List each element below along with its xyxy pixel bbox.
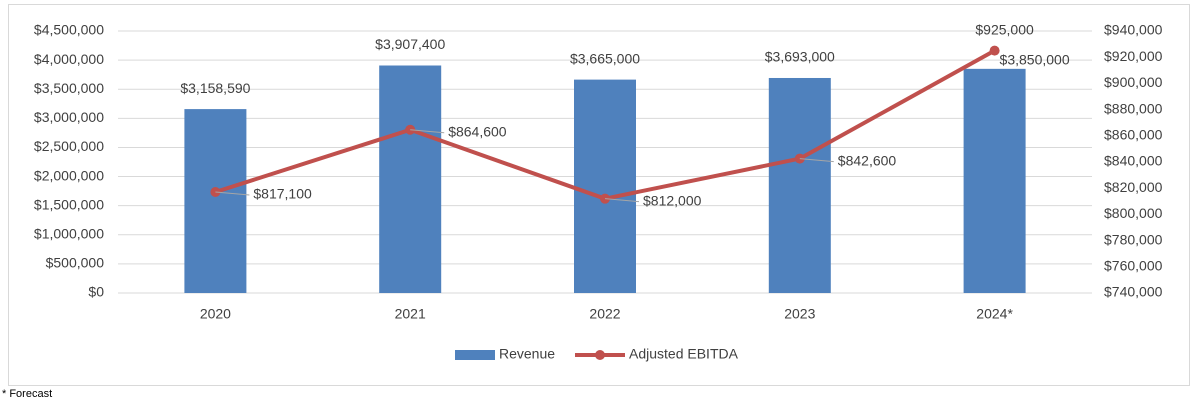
data-label: $3,850,000 bbox=[1000, 52, 1070, 68]
x-tick-label: 2024* bbox=[976, 306, 1013, 322]
data-label: $3,693,000 bbox=[765, 49, 835, 65]
y-tick-label: $1,500,000 bbox=[34, 196, 104, 212]
y2-tick-label: $860,000 bbox=[1104, 127, 1163, 143]
y2-tick-label: $900,000 bbox=[1104, 74, 1163, 90]
y-tick-label: $0 bbox=[88, 284, 104, 300]
y-tick-label: $4,000,000 bbox=[34, 51, 104, 67]
y2-tick-label: $740,000 bbox=[1104, 284, 1163, 300]
y2-tick-label: $940,000 bbox=[1104, 22, 1163, 38]
chart: $0 $500,000 $1,000,000 $1,500,000 $2,000,000… bbox=[8, 4, 1190, 386]
data-label: $817,100 bbox=[253, 186, 312, 202]
leader-line bbox=[215, 191, 250, 196]
y-tick-label: $2,000,000 bbox=[34, 167, 104, 183]
bar bbox=[379, 65, 442, 293]
x-tick-label: 2020 bbox=[200, 306, 231, 322]
data-label: $3,907,400 bbox=[375, 36, 445, 52]
data-label: $3,158,590 bbox=[180, 80, 250, 96]
leader-line bbox=[604, 198, 640, 203]
bar bbox=[963, 68, 1026, 293]
y2-tick-label: $920,000 bbox=[1104, 48, 1163, 64]
leader-line bbox=[410, 129, 445, 134]
x-tick-label: 2023 bbox=[784, 306, 815, 322]
y2-tick-label: $800,000 bbox=[1104, 205, 1163, 221]
legend-swatch bbox=[455, 350, 495, 360]
y-tick-label: $2,500,000 bbox=[34, 138, 104, 154]
y-tick-label: $3,500,000 bbox=[34, 80, 104, 96]
data-label: $3,665,000 bbox=[570, 50, 640, 66]
y2-tick-label: $760,000 bbox=[1104, 258, 1163, 274]
data-label: $925,000 bbox=[975, 21, 1034, 37]
legend-label: Revenue bbox=[499, 346, 555, 362]
y2-tick-label: $840,000 bbox=[1104, 153, 1163, 169]
legend-label: Adjusted EBITDA bbox=[629, 346, 739, 362]
line-marker bbox=[989, 45, 1000, 56]
y-tick-label: $3,000,000 bbox=[34, 109, 104, 125]
y2-tick-label: $820,000 bbox=[1104, 179, 1163, 195]
bar bbox=[768, 77, 831, 293]
x-tick-label: 2022 bbox=[589, 306, 620, 322]
leader-line bbox=[799, 158, 834, 163]
y-tick-label: $500,000 bbox=[46, 255, 105, 271]
y-tick-label: $4,500,000 bbox=[34, 22, 104, 38]
y-tick-label: $1,000,000 bbox=[34, 225, 104, 241]
legend-swatch-marker bbox=[595, 350, 605, 360]
y2-tick-label: $880,000 bbox=[1104, 100, 1163, 116]
data-label: $864,600 bbox=[448, 123, 507, 139]
footnote: * Forecast bbox=[2, 388, 53, 400]
bar bbox=[574, 79, 636, 293]
y2-tick-label: $780,000 bbox=[1104, 231, 1163, 247]
x-tick-label: 2021 bbox=[395, 306, 426, 322]
data-label: $842,600 bbox=[838, 152, 897, 168]
bar bbox=[184, 109, 247, 293]
data-label: $812,000 bbox=[643, 192, 702, 208]
